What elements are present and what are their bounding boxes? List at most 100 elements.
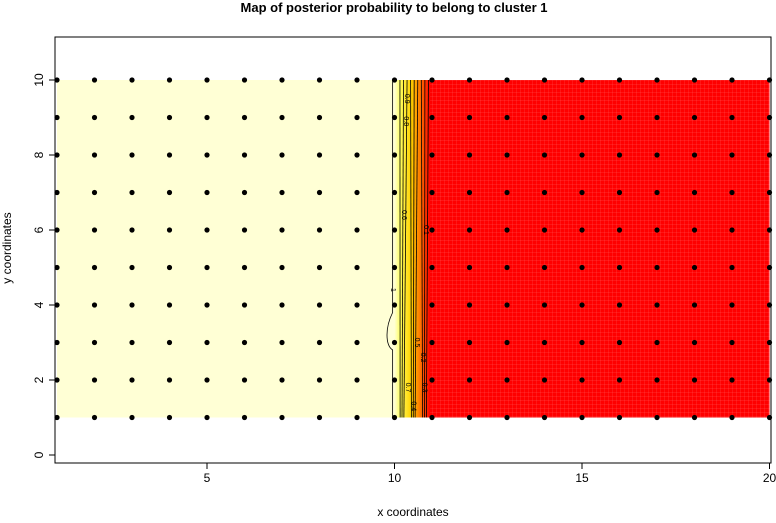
data-point (167, 340, 172, 345)
data-point (467, 190, 472, 195)
data-point (242, 190, 247, 195)
data-point (429, 190, 434, 195)
data-point (129, 77, 134, 82)
data-point (279, 415, 284, 420)
data-point (504, 190, 509, 195)
data-point (92, 227, 97, 232)
data-point (542, 115, 547, 120)
data-point (579, 227, 584, 232)
data-point (317, 340, 322, 345)
data-point (392, 377, 397, 382)
data-point (92, 265, 97, 270)
data-point (429, 265, 434, 270)
data-point (579, 377, 584, 382)
data-point (542, 377, 547, 382)
data-point (654, 340, 659, 345)
data-point (167, 77, 172, 82)
data-point (617, 265, 622, 270)
data-point (129, 115, 134, 120)
data-point (579, 152, 584, 157)
data-point (167, 415, 172, 420)
data-point (542, 302, 547, 307)
data-point (542, 227, 547, 232)
data-point (692, 340, 697, 345)
data-point (242, 152, 247, 157)
data-point (729, 415, 734, 420)
data-point (279, 377, 284, 382)
data-point (467, 302, 472, 307)
data-point (279, 302, 284, 307)
data-point (617, 302, 622, 307)
data-point (92, 190, 97, 195)
data-point (92, 302, 97, 307)
data-point (729, 340, 734, 345)
data-point (129, 152, 134, 157)
contour-label: 0.5 (413, 338, 420, 348)
data-point (354, 377, 359, 382)
data-point (279, 152, 284, 157)
data-point (167, 152, 172, 157)
y-tick-label: 2 (32, 376, 46, 383)
data-point (504, 340, 509, 345)
data-point (729, 377, 734, 382)
data-point (504, 152, 509, 157)
y-tick-label: 4 (32, 301, 46, 308)
data-point (279, 265, 284, 270)
y-tick-label: 0 (32, 451, 46, 458)
data-point (279, 115, 284, 120)
data-point (204, 340, 209, 345)
data-point (729, 115, 734, 120)
data-point (692, 190, 697, 195)
data-point (617, 152, 622, 157)
data-point (317, 377, 322, 382)
data-point (167, 265, 172, 270)
data-point (692, 265, 697, 270)
data-point (242, 415, 247, 420)
data-point (354, 340, 359, 345)
data-point (129, 190, 134, 195)
data-point (542, 265, 547, 270)
data-point (129, 265, 134, 270)
data-point (729, 227, 734, 232)
data-point (129, 227, 134, 232)
contour-label: 0.8 (402, 116, 409, 126)
data-point (617, 190, 622, 195)
data-point (392, 415, 397, 420)
data-point (429, 377, 434, 382)
data-point (579, 77, 584, 82)
data-point (92, 115, 97, 120)
data-point (692, 377, 697, 382)
data-point (692, 227, 697, 232)
data-point (467, 115, 472, 120)
data-point (654, 115, 659, 120)
data-point (729, 152, 734, 157)
data-point (354, 152, 359, 157)
data-point (167, 302, 172, 307)
data-point (392, 190, 397, 195)
data-point (129, 377, 134, 382)
data-point (317, 152, 322, 157)
data-point (354, 265, 359, 270)
data-point (692, 77, 697, 82)
data-point (317, 265, 322, 270)
data-point (317, 415, 322, 420)
x-tick-label: 15 (575, 471, 589, 485)
contour-label: 0.7 (404, 383, 411, 393)
data-point (92, 377, 97, 382)
data-point (429, 340, 434, 345)
data-point (504, 227, 509, 232)
data-point (392, 302, 397, 307)
contour-label: 0.1 (422, 225, 429, 235)
data-point (392, 77, 397, 82)
data-point (692, 115, 697, 120)
data-point (392, 227, 397, 232)
data-point (467, 340, 472, 345)
data-point (317, 115, 322, 120)
data-point (129, 340, 134, 345)
data-point (317, 227, 322, 232)
data-point (167, 190, 172, 195)
data-point (729, 302, 734, 307)
data-point (204, 415, 209, 420)
contour-label: 0.9 (403, 94, 410, 104)
